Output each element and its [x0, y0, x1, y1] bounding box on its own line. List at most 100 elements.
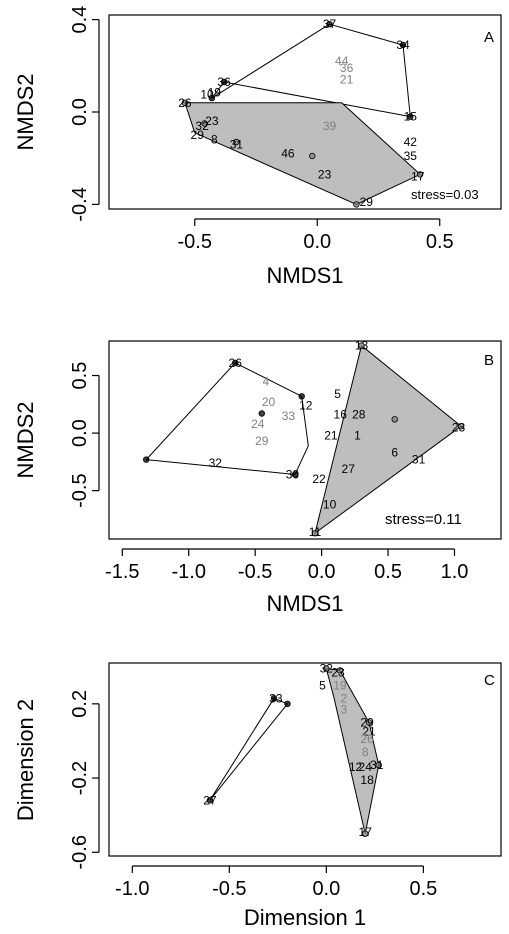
point-a-1-3	[407, 113, 414, 120]
point-a-1-1	[326, 21, 333, 28]
point-b-2-4	[391, 416, 398, 423]
point-label-c-4: 23	[331, 665, 345, 679]
hulls-b	[145, 344, 462, 535]
y-tick-label-c-3: 0.2	[69, 690, 91, 718]
point-label-a-8: 23	[205, 114, 219, 128]
point-label-a-18: 23	[318, 167, 332, 181]
y-axis-title-a: NMDS2	[13, 73, 38, 150]
point-label-b-1: 26	[229, 356, 243, 370]
point-b-2-2	[457, 423, 465, 430]
point-label-b-4: 12	[299, 399, 313, 413]
panel-letter-a: A	[484, 29, 494, 46]
plot-box-a	[108, 14, 502, 210]
point-label-c-17: 17	[359, 825, 373, 839]
point-label-b-21: 10	[323, 498, 337, 512]
x-axis-title-c: Dimension 1	[244, 905, 366, 930]
x-axis-c: -1.0 -0.5 0.0 0.5	[115, 865, 437, 900]
y-tick-label-a-3: 0.4	[69, 6, 91, 34]
point-a-1-5	[208, 94, 216, 102]
point-label-c-6: 19	[333, 678, 347, 692]
point-label-c-3: 32	[320, 662, 334, 676]
point-label-c-1: 33	[269, 691, 283, 705]
point-c-2-4	[375, 761, 382, 769]
point-b-1-1	[231, 359, 239, 367]
x-tick-label-c-2: -0.5	[212, 878, 246, 900]
point-c-2-2	[336, 667, 344, 674]
hull-a-1	[211, 23, 411, 118]
panel-letter-b: B	[484, 352, 494, 369]
plot-box-c	[108, 662, 502, 857]
x-tick-label-b-2: -1.0	[171, 561, 205, 583]
x-tick-label-a-1: -0.5	[178, 231, 212, 253]
point-b-2-3	[311, 530, 319, 537]
point-label-a-10: 29	[191, 128, 205, 142]
point-label-a-15: 21	[340, 73, 354, 87]
point-label-b-13: 16	[334, 408, 348, 422]
point-c-2-3	[365, 719, 373, 726]
y-tick-label-b-1: -0.5	[69, 473, 91, 507]
point-label-a-22: 29	[360, 195, 374, 209]
plot-box-b	[108, 340, 502, 540]
point-label-b-19: 31	[412, 453, 426, 467]
point-label-a-14: 36	[340, 61, 354, 75]
point-label-b-20: 27	[342, 462, 356, 476]
y-axis-a: -0.4 0.0 0.4	[69, 6, 100, 222]
points-c	[206, 665, 382, 837]
x-tick-label-a-2: 0.0	[303, 231, 331, 253]
point-label-b-6: 24	[251, 417, 265, 431]
point-label-b-7: 29	[255, 434, 269, 448]
point-label-b-2: 4	[262, 374, 269, 388]
point-label-b-10: 22	[312, 472, 326, 486]
point-label-b-5: 33	[282, 409, 296, 423]
y-tick-label-b-3: 0.5	[69, 362, 91, 390]
point-label-b-18: 23	[452, 420, 466, 434]
point-a-1-2	[399, 41, 407, 49]
x-tick-label-c-3: 0.0	[312, 878, 340, 900]
x-tick-label-b-1: -1.5	[105, 561, 139, 583]
point-label-b-3: 20	[262, 395, 276, 409]
point-label-b-22: 11	[309, 525, 322, 539]
x-axis-title-a: NMDS1	[266, 263, 343, 288]
hull-b-1	[145, 362, 309, 476]
point-label-c-10: 21	[362, 725, 376, 739]
x-tick-label-c-1: -1.0	[115, 878, 149, 900]
point-b-1-3	[291, 471, 299, 478]
hull-a-2	[184, 102, 421, 205]
point-label-a-13: 44	[335, 54, 349, 68]
point-label-b-8: 32	[209, 456, 223, 470]
point-c-2-5	[362, 830, 369, 837]
y-axis-c: -0.6 -0.2 0.2	[69, 690, 100, 870]
point-a-2-5	[201, 120, 208, 127]
point-label-c-14: 24	[359, 760, 373, 774]
point-label-a-16: 39	[323, 119, 337, 133]
point-label-a-2: 34	[396, 38, 410, 52]
points-a	[181, 21, 424, 208]
point-label-c-12: 8	[362, 745, 369, 759]
x-tick-label-b-3: -0.5	[238, 561, 272, 583]
point-label-c-8: 3	[340, 702, 347, 716]
x-tick-label-b-4: 0.0	[308, 561, 336, 583]
panel-letter-c: C	[484, 672, 495, 689]
point-a-2-2	[353, 201, 360, 208]
point-label-a-9: 32	[195, 119, 209, 133]
x-axis-title-b: NMDS1	[266, 591, 343, 616]
point-label-a-19: 42	[404, 135, 418, 149]
y-tick-label-a-2: 0.0	[69, 98, 91, 126]
y-axis-title-c: Dimension 2	[13, 699, 38, 821]
point-label-c-5: 5	[319, 678, 326, 692]
point-c-1-2	[284, 700, 291, 707]
x-tick-label-a-3: 0.5	[426, 231, 454, 253]
point-label-a-3: 15	[404, 110, 418, 124]
y-tick-label-c-2: -0.2	[69, 761, 91, 795]
x-axis-b: -1.5 -1.0 -0.5 0.0 0.5 1.0	[105, 548, 468, 583]
point-label-c-13: 12	[349, 760, 363, 774]
hull-c-1	[209, 697, 289, 801]
point-label-c-2: 27	[203, 793, 217, 807]
y-tick-label-b-2: 0.0	[69, 419, 91, 447]
point-a-2-1	[181, 99, 189, 106]
hulls-c	[209, 668, 380, 834]
